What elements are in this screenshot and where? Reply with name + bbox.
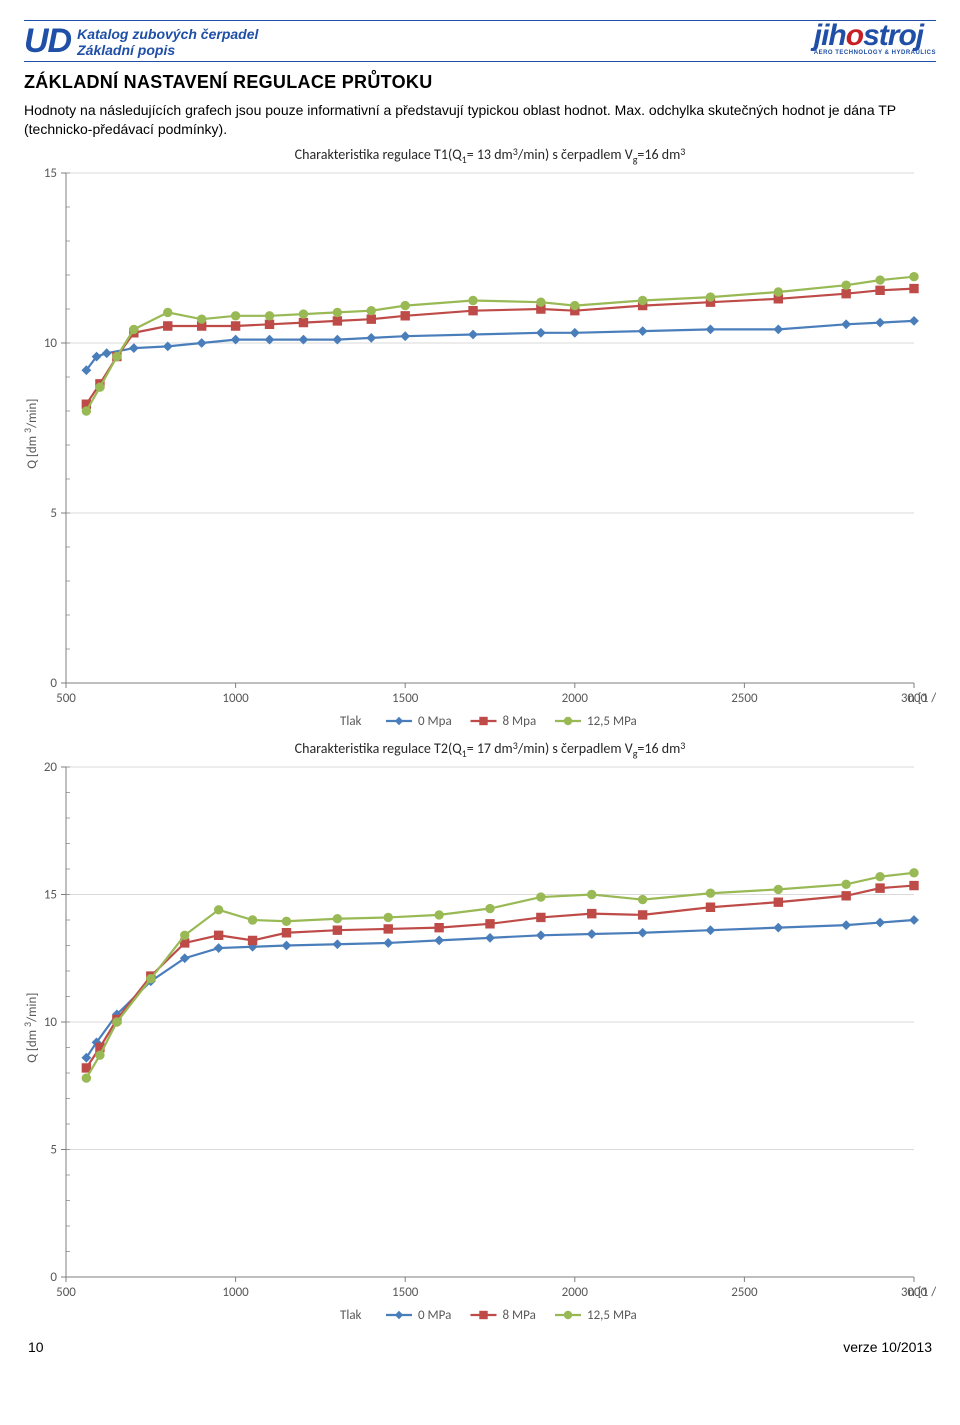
svg-text:1000: 1000 [222, 691, 249, 706]
svg-text:Q [dm 3/min]: Q [dm 3/min] [24, 398, 40, 468]
svg-text:n [1 /min]: n [1 /min] [908, 691, 936, 706]
logo-part-2: o [846, 19, 863, 52]
svg-text:n [1 /min]: n [1 /min] [908, 1285, 936, 1300]
header-title-1: Katalog zubových čerpadel [77, 26, 258, 42]
page: UD Katalog zubových čerpadel Základní po… [0, 0, 960, 1367]
page-footer: 10 verze 10/2013 [24, 1329, 936, 1355]
header-title-2: Základní popis [77, 42, 258, 58]
page-header: UD Katalog zubových čerpadel Základní po… [24, 20, 936, 62]
svg-text:8 Mpa: 8 Mpa [503, 714, 537, 729]
version-label: verze 10/2013 [843, 1339, 932, 1355]
header-titles: Katalog zubových čerpadel Základní popis [77, 24, 258, 58]
series-mark: UD [24, 24, 71, 58]
svg-text:500: 500 [56, 691, 76, 706]
svg-text:2000: 2000 [562, 1285, 589, 1300]
svg-text:2500: 2500 [731, 691, 758, 706]
svg-text:5: 5 [50, 506, 57, 521]
svg-text:20: 20 [44, 760, 58, 775]
chart-2-svg: Charakteristika regulace T2(Q1= 17 dm3/m… [24, 739, 936, 1327]
header-left: UD Katalog zubových čerpadel Základní po… [24, 24, 258, 58]
logo-part-3: stroj [863, 19, 923, 52]
svg-text:Tlak: Tlak [340, 1308, 362, 1323]
svg-text:0 Mpa: 0 Mpa [418, 714, 452, 729]
svg-text:15: 15 [44, 887, 57, 902]
svg-text:10: 10 [44, 336, 58, 351]
svg-text:0 MPa: 0 MPa [418, 1308, 451, 1323]
svg-text:Charakteristika regulace T1(Q1: Charakteristika regulace T1(Q1= 13 dm3/m… [295, 145, 686, 166]
svg-text:1500: 1500 [392, 691, 419, 706]
svg-text:0: 0 [50, 1270, 57, 1285]
chart-2: Charakteristika regulace T2(Q1= 17 dm3/m… [24, 739, 936, 1327]
svg-text:Q [dm 3/min]: Q [dm 3/min] [24, 992, 40, 1062]
svg-text:8 MPa: 8 MPa [503, 1308, 536, 1323]
page-number: 10 [28, 1339, 44, 1355]
svg-text:2000: 2000 [562, 691, 589, 706]
svg-text:Tlak: Tlak [340, 714, 362, 729]
logo-subtitle: AERO TECHNOLOGY & HYDRAULICS [814, 50, 936, 56]
svg-text:12,5 MPa: 12,5 MPa [587, 1308, 637, 1323]
svg-text:2500: 2500 [731, 1285, 758, 1300]
svg-text:1500: 1500 [392, 1285, 419, 1300]
section-title: ZÁKLADNÍ NASTAVENÍ REGULACE PRŮTOKU [24, 72, 936, 93]
svg-text:1000: 1000 [222, 1285, 249, 1300]
svg-text:Charakteristika regulace T2(Q1: Charakteristika regulace T2(Q1= 17 dm3/m… [295, 739, 686, 760]
svg-text:0: 0 [50, 676, 57, 691]
chart-1-svg: Charakteristika regulace T1(Q1= 13 dm3/m… [24, 145, 936, 733]
chart-1: Charakteristika regulace T1(Q1= 13 dm3/m… [24, 145, 936, 733]
logo-part-1: jih [814, 19, 846, 52]
svg-text:15: 15 [44, 166, 57, 181]
svg-text:500: 500 [56, 1285, 76, 1300]
svg-text:10: 10 [44, 1015, 58, 1030]
brand-logo: jihostroj AERO TECHNOLOGY & HYDRAULICS [814, 24, 936, 56]
svg-text:12,5 MPa: 12,5 MPa [587, 714, 637, 729]
section-text: Hodnoty na následujících grafech jsou po… [24, 101, 936, 139]
svg-text:5: 5 [50, 1142, 57, 1157]
